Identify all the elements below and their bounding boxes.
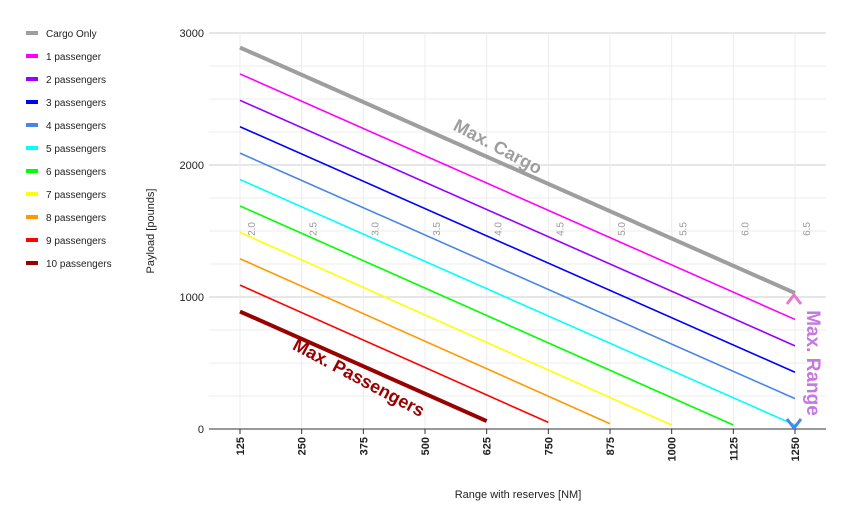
y-tick-label: 0 (198, 424, 204, 436)
flight-time-label: 3.5 (432, 222, 443, 236)
series-line (239, 73, 796, 321)
x-tick-label: 625 (482, 437, 494, 455)
flight-time-label: 2.0 (247, 222, 258, 236)
x-tick-label: 1250 (790, 437, 802, 461)
legend-label: 7 passengers (46, 190, 106, 201)
x-axis-title: Range with reserves [NM] (455, 489, 582, 501)
x-tick-label: 750 (543, 437, 555, 455)
flight-time-label: 4.5 (555, 222, 566, 236)
y-tick-label: 3000 (180, 28, 204, 40)
y-tick-label: 1000 (180, 292, 204, 304)
legend-label: Cargo Only (46, 29, 97, 40)
series-line (239, 205, 734, 426)
legend-label: 1 passenger (46, 52, 102, 63)
flight-time-label: 6.5 (802, 222, 813, 236)
x-tick-label: 375 (358, 437, 370, 455)
legend-label: 6 passengers (46, 167, 106, 178)
x-tick-label: 125 (235, 437, 247, 455)
flight-time-label: 5.0 (617, 222, 628, 236)
legend-label: 9 passengers (46, 236, 106, 247)
series-line (239, 257, 611, 425)
legend-label: 4 passengers (46, 121, 106, 132)
max-range-arrow (785, 292, 803, 431)
flight-time-label: 3.0 (370, 222, 381, 236)
flight-time-label: 4.0 (494, 222, 505, 236)
series-line (239, 152, 796, 400)
flight-time-label: 5.5 (679, 222, 690, 236)
legend-label: 8 passengers (46, 213, 106, 224)
flight-time-labels: 2.0 2.5 3.0 3.5 4.0 4.5 5.0 5.5 6.0 6.5 (247, 222, 813, 236)
y-axis-title: Payload [pounds] (145, 188, 157, 273)
x-tick-label: 875 (605, 437, 617, 455)
max-range-annotation: Max. Range (802, 310, 823, 416)
x-tick-label: 1125 (728, 437, 740, 461)
grid (209, 32, 826, 430)
x-tick-label: 250 (297, 437, 309, 455)
series-lines (239, 45, 796, 426)
axes: 0 1000 2000 3000 125 250 375 500 625 750 875 1000 11… (180, 28, 826, 461)
x-tick-label: 1000 (667, 437, 679, 461)
legend: Cargo Only 1 passenger 2 passengers 3 passe… (26, 29, 112, 270)
legend-label: 10 passengers (46, 259, 112, 270)
series-line (239, 178, 796, 426)
flight-time-label: 6.0 (740, 222, 751, 236)
series-line (239, 125, 796, 373)
series-line (239, 231, 672, 426)
series-line (239, 99, 796, 347)
legend-label: 2 passengers (46, 75, 106, 86)
legend-label: 5 passengers (46, 144, 106, 155)
legend-label: 3 passengers (46, 98, 106, 109)
y-tick-label: 2000 (180, 160, 204, 172)
series-line (239, 45, 796, 295)
flight-time-label: 2.5 (309, 222, 320, 236)
series-line (239, 284, 549, 424)
x-tick-label: 500 (420, 437, 432, 455)
max-passengers-annotation: Max. Passengers (290, 335, 428, 421)
series-line (239, 309, 488, 423)
